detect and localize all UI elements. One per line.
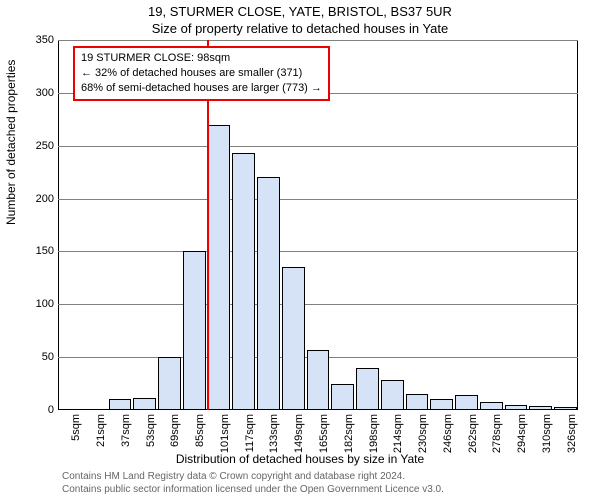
histogram-bar (158, 357, 181, 410)
x-tick-label: 214sqm (392, 414, 404, 453)
x-tick-label: 69sqm (169, 414, 181, 447)
x-tick-label: 198sqm (368, 414, 380, 453)
y-axis-label: Number of detached properties (4, 60, 18, 225)
x-tick-label: 262sqm (467, 414, 479, 453)
x-axis-label: Distribution of detached houses by size … (0, 452, 600, 466)
annotation-line3: 68% of semi-detached houses are larger (… (81, 81, 322, 96)
axis-left (58, 40, 59, 410)
x-tick-label: 85sqm (194, 414, 206, 447)
y-tick-label: 50 (42, 351, 54, 363)
annotation-line2: ← 32% of detached houses are smaller (37… (81, 66, 322, 81)
gridline (58, 304, 578, 305)
x-tick-label: 133sqm (268, 414, 280, 453)
x-tick-label: 101sqm (219, 414, 231, 453)
axis-right (577, 40, 578, 410)
gridline (58, 251, 578, 252)
gridline (58, 199, 578, 200)
page-subtitle: Size of property relative to detached ho… (0, 21, 600, 36)
x-tick-label: 326sqm (566, 414, 578, 453)
histogram-bar (430, 399, 453, 410)
x-tick-label: 165sqm (318, 414, 330, 453)
histogram-bar (554, 407, 577, 410)
x-tick-label: 5sqm (70, 414, 82, 441)
histogram-bar (406, 394, 429, 410)
histogram-bar (480, 402, 503, 410)
credits-line1: Contains HM Land Registry data © Crown c… (62, 470, 444, 483)
histogram-bar (505, 405, 528, 410)
y-tick-label: 150 (36, 245, 54, 257)
page-title: 19, STURMER CLOSE, YATE, BRISTOL, BS37 5… (0, 4, 600, 19)
y-tick-label: 350 (36, 34, 54, 46)
histogram-bar (232, 153, 255, 410)
annotation-callout: 19 STURMER CLOSE: 98sqm ← 32% of detache… (73, 46, 330, 101)
x-tick-label: 117sqm (244, 414, 256, 452)
histogram-bar (109, 399, 132, 410)
x-tick-label: 149sqm (293, 414, 305, 453)
x-tick-label: 294sqm (516, 414, 528, 453)
y-tick-label: 250 (36, 140, 54, 152)
histogram-bar (455, 395, 478, 410)
credits: Contains HM Land Registry data © Crown c… (62, 470, 444, 496)
histogram-bar (183, 251, 206, 410)
y-tick-label: 300 (36, 87, 54, 99)
credits-line2: Contains public sector information licen… (62, 483, 444, 496)
annotation-line1: 19 STURMER CLOSE: 98sqm (81, 51, 322, 66)
x-tick-label: 278sqm (491, 414, 503, 453)
histogram-bar (133, 398, 156, 410)
gridline (58, 146, 578, 147)
x-tick-label: 37sqm (120, 414, 132, 447)
histogram-bar (208, 125, 231, 410)
histogram-bar (282, 267, 305, 410)
x-tick-label: 230sqm (417, 414, 429, 453)
histogram-bar (381, 380, 404, 410)
histogram-bar (331, 384, 354, 410)
gridline (58, 40, 578, 41)
x-tick-label: 53sqm (145, 414, 157, 447)
x-tick-label: 21sqm (95, 414, 107, 447)
histogram-bar (356, 368, 379, 410)
histogram-bar (257, 177, 280, 410)
histogram-bar (529, 406, 552, 410)
y-tick-label: 0 (48, 404, 54, 416)
y-tick-label: 100 (36, 298, 54, 310)
histogram-bar (307, 350, 330, 410)
y-tick-label: 200 (36, 193, 54, 205)
x-tick-label: 246sqm (442, 414, 454, 453)
x-tick-label: 310sqm (541, 414, 553, 453)
chart-container: 19, STURMER CLOSE, YATE, BRISTOL, BS37 5… (0, 0, 600, 500)
x-tick-label: 182sqm (343, 414, 355, 453)
